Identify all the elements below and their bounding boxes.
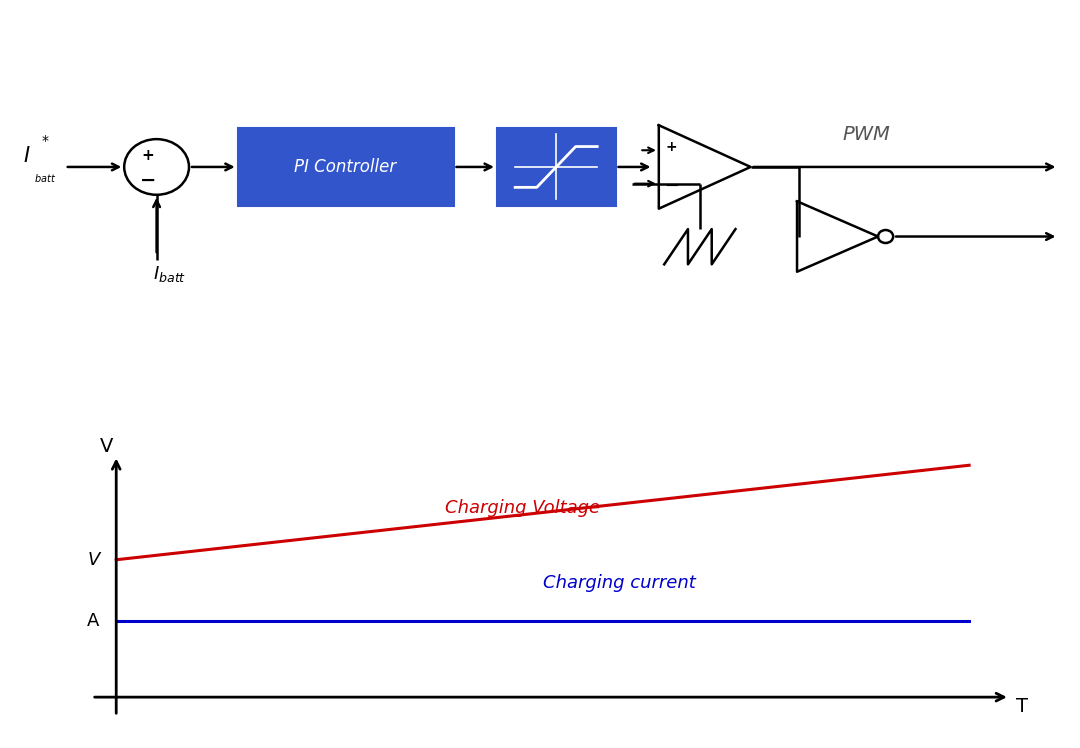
Text: V: V: [99, 437, 113, 456]
Text: −: −: [664, 177, 679, 194]
Text: −: −: [139, 171, 157, 189]
Text: Charging current: Charging current: [543, 574, 697, 592]
Text: T: T: [1016, 697, 1028, 716]
Text: +: +: [666, 140, 677, 153]
Text: PI Controller: PI Controller: [295, 158, 396, 176]
Text: A: A: [87, 613, 99, 631]
Text: Charging Voltage: Charging Voltage: [445, 499, 599, 517]
Text: $_{batt}$: $_{batt}$: [35, 171, 56, 185]
Text: V: V: [87, 551, 99, 568]
Bar: [238, 128, 454, 206]
Text: +: +: [141, 148, 154, 163]
Bar: [497, 128, 616, 206]
Text: $*$: $*$: [41, 132, 50, 146]
Text: $I$: $I$: [23, 146, 31, 166]
Text: PWM: PWM: [842, 125, 890, 144]
Text: $I_{batt}$: $I_{batt}$: [153, 263, 186, 283]
